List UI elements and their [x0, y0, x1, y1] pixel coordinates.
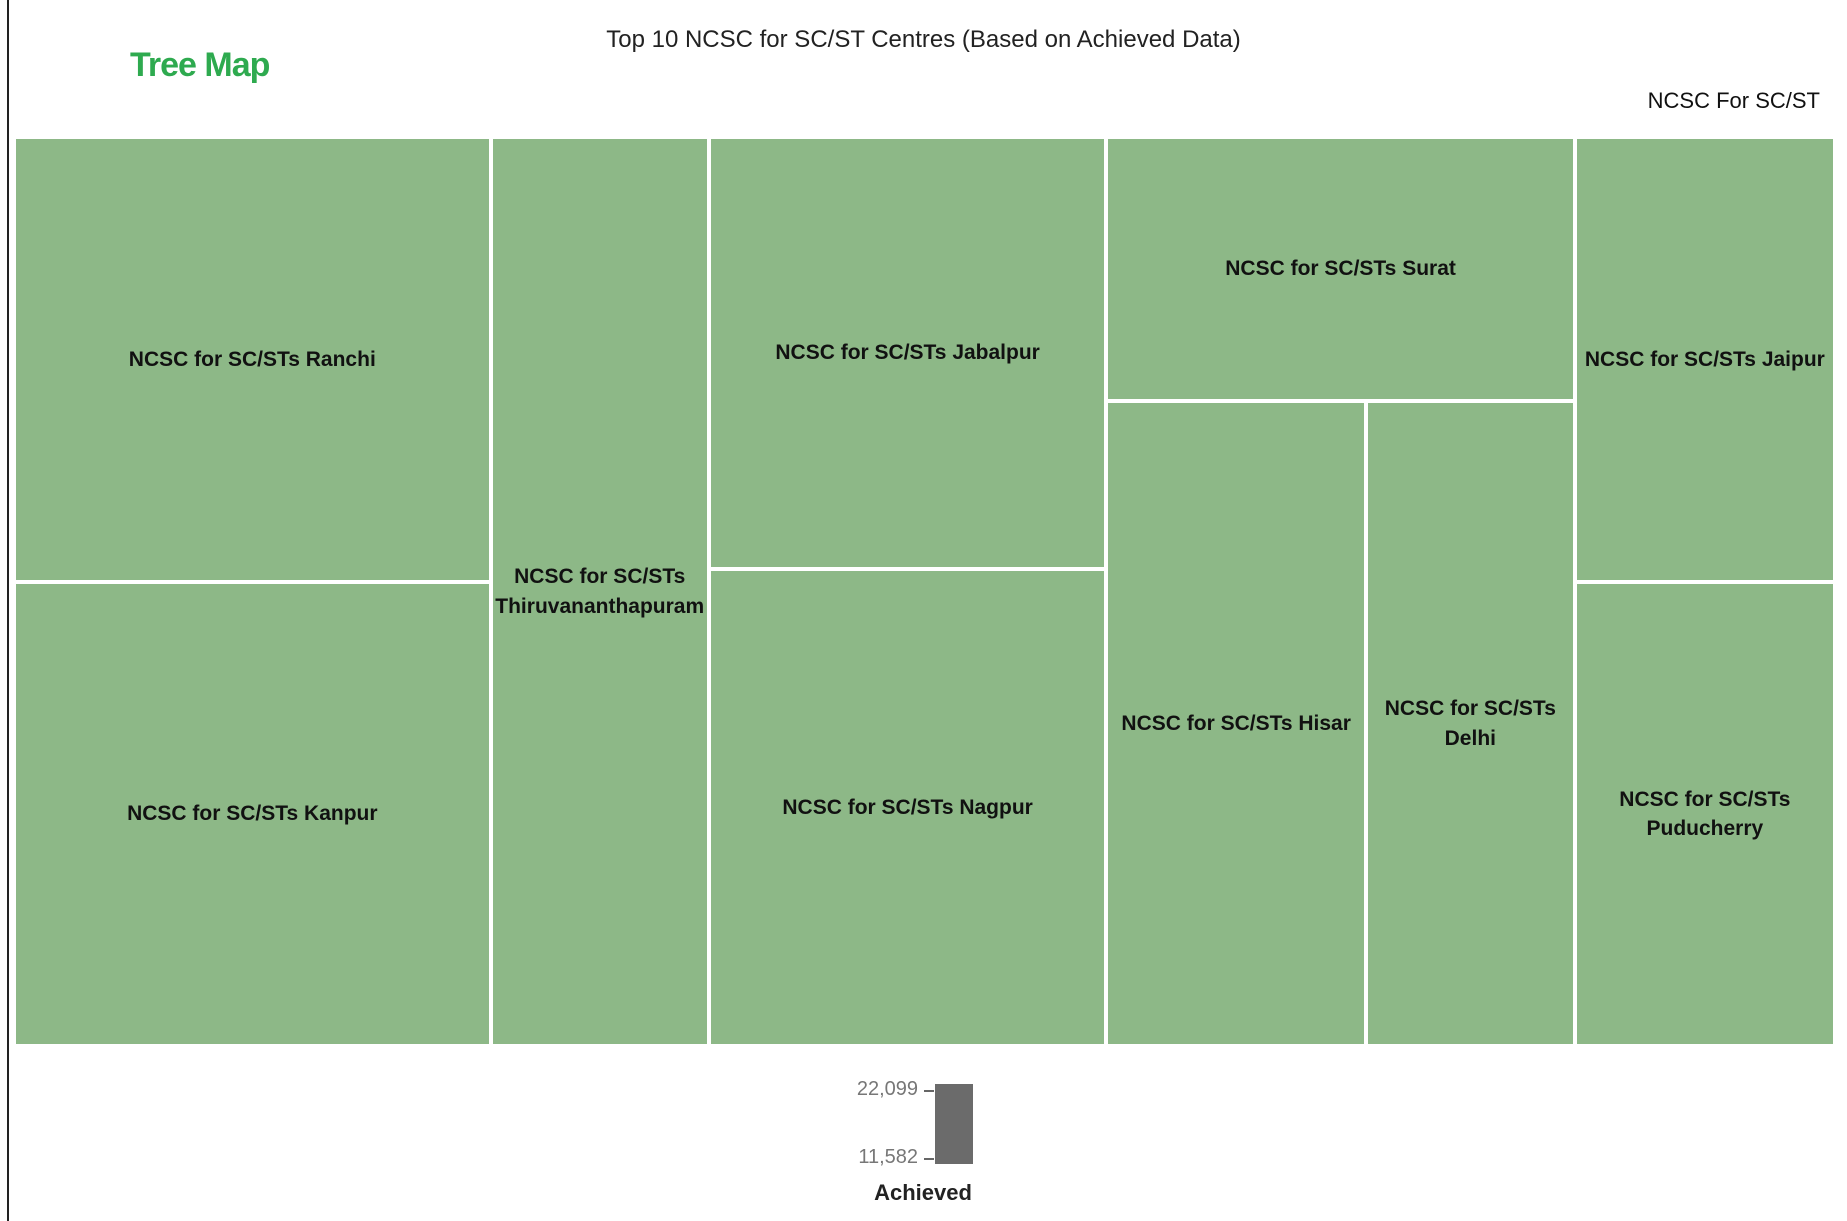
tile-label: NCSC for SC/STs Surat [1225, 257, 1456, 281]
legend-title: Achieved [874, 1180, 972, 1205]
tile: NCSC for SC/STs Surat [1106, 137, 1575, 402]
tile-label: NCSC for SC/STs Puducherry [1619, 787, 1791, 841]
tile-label: NCSC for SC/STs Hisar [1121, 711, 1351, 735]
tile: NCSC for SC/STs Nagpur [708, 569, 1107, 1046]
tile: NCSC for SC/STs Puducherry [1574, 582, 1835, 1046]
legend-bar [935, 1084, 973, 1164]
chart-title: Top 10 NCSC for SC/ST Centres (Based on … [606, 26, 1241, 53]
tile: NCSC for SC/STs Delhi [1365, 401, 1575, 1046]
tile: NCSC for SC/STs Hisar [1106, 401, 1366, 1046]
tile-label: NCSC for SC/STs Kanpur [127, 802, 378, 826]
legend-tick-label: 11,582 [858, 1146, 918, 1168]
tile: NCSC for SC/STs Jaipur [1574, 137, 1835, 583]
tile-label: NCSC for SC/STs Delhi [1384, 697, 1556, 750]
tile-label: NCSC for SC/STs Jaipur [1584, 347, 1825, 371]
tile: NCSC for SC/STs Kanpur [14, 582, 491, 1046]
tile-label: NCSC for SC/STs Thiruvananthapuram [495, 565, 705, 618]
tile-label: NCSC for SC/STs Nagpur [782, 795, 1033, 819]
tile: NCSC for SC/STs Ranchi [14, 137, 491, 583]
page-heading: Tree Map [130, 46, 270, 84]
tile: NCSC for SC/STs Jabalpur [708, 137, 1107, 570]
tile-label: NCSC for SC/STs Jabalpur [775, 341, 1040, 365]
legend-tick [924, 1090, 934, 1092]
tile-label: NCSC for SC/STs Ranchi [128, 347, 376, 371]
legend-tick-label: 22,099 [856, 1078, 918, 1100]
treemap: NCSC for SC/STs Ranchi NCSC for SC/STs Ka… [14, 137, 1835, 1046]
series-name: NCSC For SC/ST [1647, 88, 1820, 113]
left-border [7, 0, 9, 1221]
legend-tick [924, 1158, 934, 1160]
tile: NCSC for SC/STs Thiruvananthapuram [490, 137, 709, 1046]
